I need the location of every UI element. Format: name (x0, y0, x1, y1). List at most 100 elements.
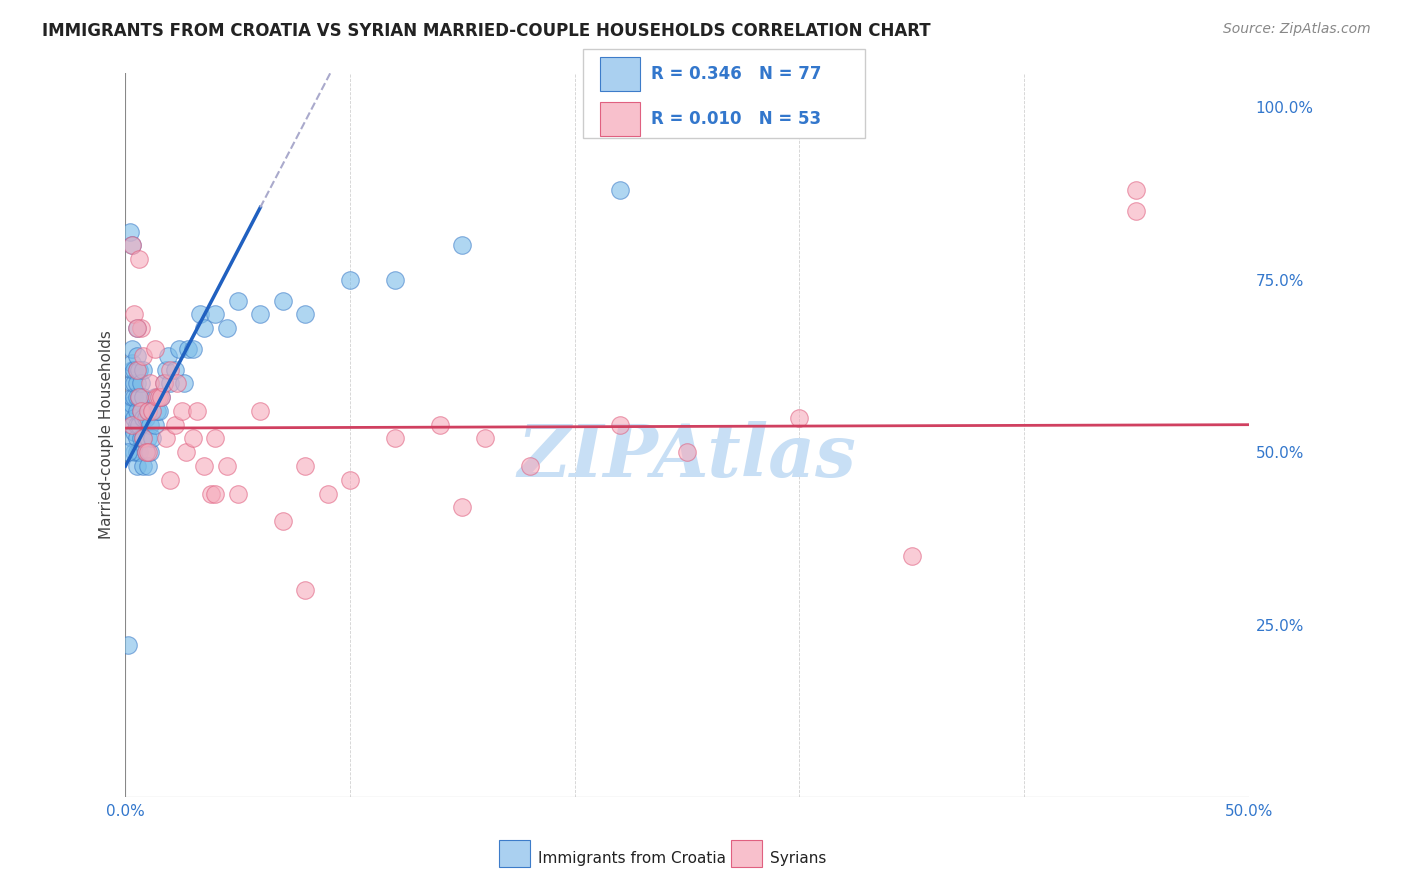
Point (146, 390, 169, 404)
Point (135, 410, 157, 425)
Point (129, 321, 152, 335)
Text: R = 0.346   N = 77: R = 0.346 N = 77 (651, 65, 821, 83)
Point (226, 486, 249, 500)
Point (128, 417, 150, 432)
Point (609, 417, 631, 432)
Point (249, 404, 271, 418)
Point (173, 376, 195, 391)
Point (125, 321, 148, 335)
Point (124, 362, 146, 376)
Point (125, 376, 148, 391)
Point (128, 362, 150, 376)
Point (117, 638, 139, 652)
Text: Syrians: Syrians (770, 851, 827, 865)
Point (294, 583, 316, 598)
Text: Source: ZipAtlas.com: Source: ZipAtlas.com (1223, 22, 1371, 37)
Point (132, 349, 155, 363)
Point (150, 390, 173, 404)
Point (129, 376, 152, 391)
Point (294, 458, 316, 473)
Point (474, 432, 496, 446)
Point (226, 293, 249, 308)
Point (429, 417, 451, 432)
Point (128, 445, 150, 459)
Text: IMMIGRANTS FROM CROATIA VS SYRIAN MARRIED-COUPLE HOUSEHOLDS CORRELATION CHART: IMMIGRANTS FROM CROATIA VS SYRIAN MARRIE… (42, 22, 931, 40)
Point (609, 183, 631, 197)
Point (249, 307, 271, 321)
Point (136, 445, 159, 459)
Point (204, 307, 226, 321)
Point (519, 458, 541, 473)
Point (121, 356, 143, 370)
Point (121, 238, 143, 252)
Text: Immigrants from Croatia: Immigrants from Croatia (538, 851, 727, 865)
Point (118, 225, 141, 239)
Point (339, 473, 361, 487)
Point (125, 321, 148, 335)
Point (124, 410, 146, 425)
Point (150, 390, 173, 404)
Point (121, 238, 143, 252)
Point (193, 458, 215, 473)
Point (186, 404, 208, 418)
Point (148, 390, 170, 404)
Point (129, 432, 152, 446)
Point (124, 376, 146, 391)
Point (125, 390, 148, 404)
Point (125, 349, 148, 363)
Point (136, 404, 159, 418)
Point (128, 390, 150, 404)
Point (174, 445, 197, 459)
Point (124, 307, 146, 321)
Point (181, 432, 204, 446)
Point (136, 404, 159, 418)
Point (132, 432, 155, 446)
Point (155, 362, 177, 376)
Point (159, 376, 181, 391)
Point (125, 432, 148, 446)
Point (124, 425, 146, 439)
Point (204, 432, 226, 446)
Point (166, 376, 188, 391)
Point (384, 273, 406, 287)
Point (139, 376, 162, 391)
Point (128, 390, 150, 404)
Point (169, 342, 191, 356)
Point (135, 445, 157, 459)
Point (339, 273, 361, 287)
Point (128, 252, 150, 267)
Point (204, 486, 226, 500)
Point (121, 397, 143, 411)
Point (152, 376, 174, 391)
Point (136, 432, 159, 446)
Point (125, 362, 148, 376)
Point (170, 404, 193, 418)
Point (143, 390, 166, 404)
Point (139, 445, 162, 459)
Point (139, 417, 162, 432)
Point (135, 445, 157, 459)
Point (125, 417, 148, 432)
Point (271, 293, 294, 308)
Point (117, 445, 139, 459)
Point (125, 458, 148, 473)
Point (146, 404, 169, 418)
Text: R = 0.010   N = 53: R = 0.010 N = 53 (651, 110, 821, 128)
Point (200, 486, 222, 500)
Point (157, 349, 180, 363)
Point (132, 362, 155, 376)
Point (121, 390, 143, 404)
Point (676, 445, 699, 459)
Point (121, 362, 143, 376)
Point (124, 445, 146, 459)
Point (384, 432, 406, 446)
Y-axis label: Married-couple Households: Married-couple Households (100, 331, 114, 540)
Point (193, 321, 215, 335)
Point (125, 445, 148, 459)
Point (125, 404, 148, 418)
Point (900, 549, 922, 563)
Point (143, 417, 166, 432)
Point (451, 500, 474, 515)
Point (141, 432, 163, 446)
Point (1125, 183, 1147, 197)
